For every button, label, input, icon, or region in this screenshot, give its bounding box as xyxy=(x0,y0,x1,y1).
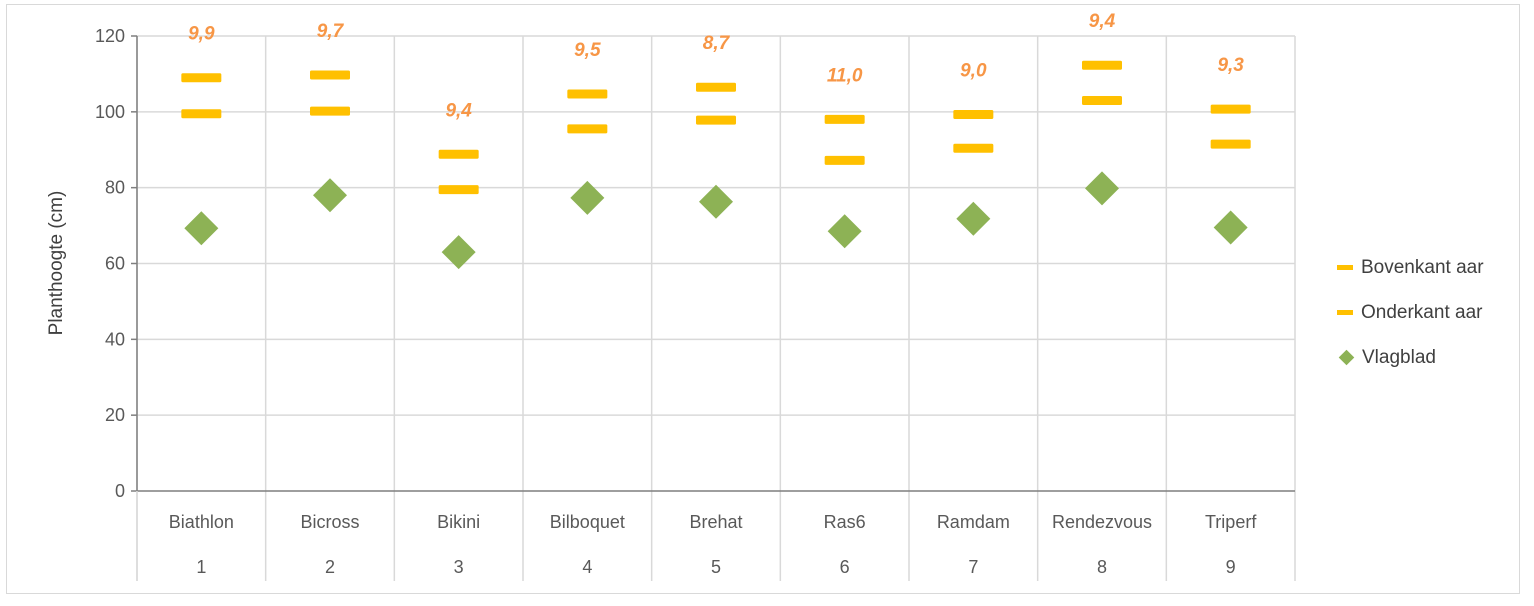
x-category-number: 8 xyxy=(1097,557,1107,577)
x-category-number: 5 xyxy=(711,557,721,577)
chart-container: 0 20 40 60 80 100 120 Biathlon 1 Bicross 2 Bikini 3 B… xyxy=(6,4,1520,594)
diamond-point xyxy=(699,184,733,219)
diamond-point xyxy=(1085,171,1119,206)
legend-label: Vlagblad xyxy=(1362,346,1436,368)
dash-point xyxy=(696,82,736,92)
x-tick-label: Biathlon xyxy=(169,512,234,532)
dash-point xyxy=(438,185,479,195)
data-label: 9,9 xyxy=(188,24,215,45)
legend-label: Bovenkant aar xyxy=(1361,256,1484,278)
y-tick-label: 0 xyxy=(115,481,125,501)
data-label: 8,7 xyxy=(703,33,731,54)
legend-dash-icon xyxy=(1337,265,1353,270)
dash-point xyxy=(567,89,608,99)
dash-point xyxy=(1210,104,1251,114)
x-tick-label: Bilboquet xyxy=(550,512,625,532)
x-tick-label: Bikini xyxy=(437,512,480,532)
x-tick-label: Ras6 xyxy=(824,512,866,532)
dash-point xyxy=(310,106,350,116)
diamond-point xyxy=(1213,210,1248,245)
legend-item-bovenkant-aar: Bovenkant aar xyxy=(1337,245,1484,290)
legend: Bovenkant aar Onderkant aar Vlagblad xyxy=(1337,245,1484,380)
diamond-point xyxy=(956,201,991,236)
x-tick-label: Bicross xyxy=(300,512,359,532)
dash-point xyxy=(438,149,479,159)
diamond-point xyxy=(827,214,862,249)
data-label: 9,5 xyxy=(574,40,601,61)
legend-item-onderkant-aar: Onderkant aar xyxy=(1337,290,1484,335)
legend-label: Onderkant aar xyxy=(1361,301,1483,323)
dash-point xyxy=(1082,60,1122,70)
y-tick-label: 60 xyxy=(105,254,125,274)
dash-point xyxy=(181,109,222,119)
x-category-number: 1 xyxy=(196,557,206,577)
x-tick-label: Ramdam xyxy=(937,512,1010,532)
data-label: 9,4 xyxy=(445,100,472,121)
data-label: 9,3 xyxy=(1217,55,1244,76)
y-tick-label: 100 xyxy=(95,102,125,122)
x-category-number: 3 xyxy=(454,557,464,577)
dash-point xyxy=(696,115,736,125)
x-tick-label: Triperf xyxy=(1205,512,1257,532)
data-label: 9,0 xyxy=(960,60,987,81)
dash-point xyxy=(1210,139,1251,149)
diamond-point xyxy=(570,180,605,215)
diamond-point xyxy=(441,235,476,270)
x-tick-label: Rendezvous xyxy=(1052,512,1152,532)
data-label: 11,0 xyxy=(827,65,863,86)
y-tick-label: 80 xyxy=(105,178,125,198)
x-tick-label: Brehat xyxy=(689,512,742,532)
diamond-point xyxy=(313,178,347,213)
dash-point xyxy=(953,143,994,153)
y-tick-label: 40 xyxy=(105,329,125,349)
x-category-number: 9 xyxy=(1226,557,1236,577)
dash-point xyxy=(824,155,865,165)
data-label: 9,4 xyxy=(1089,11,1116,32)
legend-diamond-icon xyxy=(1338,349,1355,366)
legend-item-vlagblad: Vlagblad xyxy=(1337,335,1484,380)
x-category-number: 6 xyxy=(840,557,850,577)
dash-point xyxy=(1082,95,1122,105)
x-category-number: 4 xyxy=(582,557,592,577)
y-tick-label: 120 xyxy=(95,26,125,46)
legend-dash-icon xyxy=(1337,310,1353,315)
dash-point xyxy=(824,114,865,124)
dash-point xyxy=(310,70,350,80)
dash-point xyxy=(567,124,608,134)
dash-point xyxy=(181,73,222,83)
y-axis-title: Planthoogte (cm) xyxy=(46,191,67,336)
diamond-point xyxy=(184,211,219,246)
chart-plot: 0 20 40 60 80 100 120 Biathlon 1 Bicross 2 Bikini 3 B… xyxy=(46,11,1296,581)
data-label: 9,7 xyxy=(317,21,345,42)
x-category-number: 2 xyxy=(325,557,335,577)
x-category-number: 7 xyxy=(968,557,978,577)
dash-point xyxy=(953,109,994,119)
y-tick-label: 20 xyxy=(105,405,125,425)
